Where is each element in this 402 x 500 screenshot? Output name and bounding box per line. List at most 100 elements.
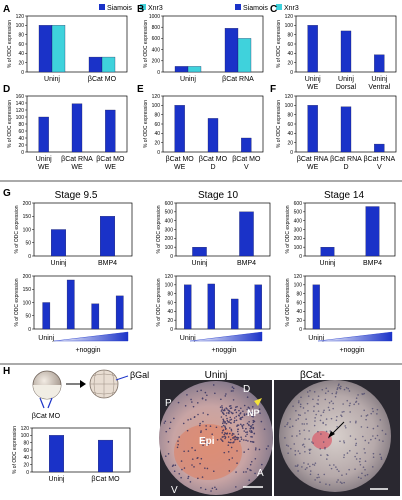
y-axis-label: % of ODC expression <box>7 100 13 148</box>
y-tick-label: 100 <box>285 23 294 29</box>
cell-dot <box>250 469 252 472</box>
cell-dot <box>235 406 237 409</box>
cell-dot <box>204 467 206 469</box>
cell-dot <box>314 417 316 419</box>
cell-dot <box>363 448 366 450</box>
cell-dot <box>311 441 313 443</box>
panel-label-c: C <box>270 4 277 15</box>
cell-dot <box>297 401 300 404</box>
cell-dot <box>164 455 167 457</box>
cell-dot <box>379 453 381 456</box>
y-tick-label: 300 <box>165 227 174 233</box>
chart-f: 0 20 40 60 80 100 120% of ODC expression βCat R… <box>276 94 397 171</box>
cell-dot <box>167 441 170 443</box>
cell-dot <box>325 423 327 426</box>
cell-dot <box>343 454 346 456</box>
y-tick-label: 100 <box>285 103 294 109</box>
cell-dot <box>228 432 231 435</box>
cell-dot <box>224 437 226 440</box>
cell-dot <box>332 402 334 405</box>
x-tick-label: Uninj <box>180 335 196 342</box>
y-tick-label: 0 <box>28 254 31 260</box>
cell-dot <box>339 440 341 443</box>
cell-dot <box>303 423 306 425</box>
bar <box>98 439 114 473</box>
chart-g-noggin-14: 0 20 40 60 80 100 120% of ODC expression Uninj <box>285 274 396 342</box>
bar <box>174 66 189 73</box>
cell-dot <box>341 411 344 413</box>
y-tick-label: 100 <box>165 245 174 251</box>
y-tick-label: 150 <box>23 214 32 220</box>
bar <box>91 303 100 330</box>
cell-dot <box>223 420 226 423</box>
cell-dot <box>219 406 222 409</box>
x-tick-label: Uninj <box>38 335 54 342</box>
x-tick-label: βCat MO <box>232 156 261 163</box>
cell-dot <box>224 425 226 428</box>
cell-dot <box>287 445 290 447</box>
cell-dot <box>376 413 378 415</box>
cell-dot <box>366 473 369 476</box>
cell-dot <box>197 477 199 480</box>
cell-dot <box>244 435 247 437</box>
y-tick-label: 60 <box>287 42 293 48</box>
cell-dot <box>221 405 223 407</box>
cell-dot <box>206 394 208 397</box>
cell-dot <box>361 393 363 395</box>
cell-dot <box>305 418 307 420</box>
cell-dot <box>315 413 317 416</box>
cell-dot <box>241 425 244 428</box>
cell-dot <box>247 440 249 442</box>
cell-dot <box>259 412 261 414</box>
cell-dot <box>236 450 238 452</box>
photo-label-p: P <box>165 398 172 409</box>
x-tick-label: βCat RNA <box>364 156 396 163</box>
cell-dot <box>230 418 233 421</box>
cell-dot <box>345 473 348 475</box>
cell-dot <box>353 403 355 406</box>
y-tick-label: 120 <box>16 108 25 114</box>
cell-dot <box>306 467 308 469</box>
cell-dot <box>222 429 225 431</box>
cell-dot <box>221 422 224 425</box>
cell-dot <box>169 421 172 424</box>
y-tick-label: 400 <box>165 218 174 224</box>
cell-dot <box>309 389 311 392</box>
cell-dot <box>313 464 316 466</box>
cell-dot <box>253 432 256 435</box>
cell-dot <box>297 418 300 420</box>
legend-swatch-siamois-b <box>235 4 241 10</box>
cell-dot <box>354 444 357 447</box>
cell-dot <box>299 452 301 455</box>
cell-dot <box>249 412 251 414</box>
cell-dot <box>365 415 368 417</box>
cell-dot <box>312 442 314 444</box>
chart-g-noggin-9-5: 0 50 100 150 200% of ODC expression Uninj <box>14 274 133 342</box>
y-tick-label: 80 <box>154 112 160 118</box>
cell-dot <box>328 401 331 404</box>
x-tick-label: Uninj <box>371 76 387 83</box>
cell-dot <box>299 403 302 406</box>
cell-dot <box>340 385 342 388</box>
cell-dot <box>343 388 346 391</box>
cell-dot <box>241 424 243 427</box>
cell-dot <box>307 410 309 412</box>
cell-dot <box>245 471 247 473</box>
cell-dot <box>301 423 304 425</box>
cell-dot <box>198 424 201 427</box>
cell-dot <box>360 426 363 428</box>
cell-dot <box>254 472 256 475</box>
x-tick-label: Uninj <box>305 76 321 83</box>
x-tick-label: WE <box>71 164 83 171</box>
embryo-photo-bcat: βCat- <box>274 370 400 496</box>
photo-label-d: D <box>243 384 250 395</box>
cell-dot <box>319 448 321 450</box>
cell-dot <box>335 419 338 422</box>
cell-dot <box>239 440 241 442</box>
bar <box>231 298 239 330</box>
y-axis-label: % of ODC expression <box>156 205 162 253</box>
cell-dot <box>313 405 315 408</box>
bar <box>207 118 219 153</box>
cell-dot <box>204 391 207 394</box>
x-tick-label: Uninj <box>192 260 208 267</box>
